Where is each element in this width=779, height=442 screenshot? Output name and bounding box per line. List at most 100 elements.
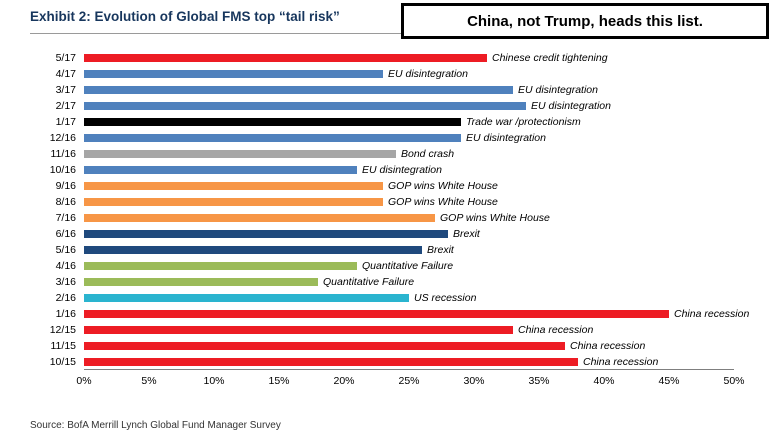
bar-10/16 [84,166,357,174]
bar-label: GOP wins White House [388,180,498,192]
y-tick-label: 5/17 [55,52,76,64]
bar-track: China recession [84,340,734,352]
x-tick-label: 25% [398,375,420,387]
y-tick-label: 4/17 [55,68,76,80]
source-note: Source: BofA Merrill Lynch Global Fund M… [30,420,281,431]
x-tick-label: 35% [528,375,550,387]
annotation-text: China, not Trump, heads this list. [467,12,703,30]
chart-row: 11/16 Bond crash [22,146,734,162]
y-tick-label: 8/16 [55,196,76,208]
chart-row: 11/15 China recession [22,338,734,354]
chart-rows: 5/17 Chinese credit tightening 4/17 EU disi… [22,50,750,370]
bar-track: US recession [84,292,734,304]
bar-4/16 [84,262,357,270]
bar-label: Brexit [453,228,480,240]
bar-track: China recession [84,324,734,336]
bar-track: GOP wins White House [84,180,734,192]
bar-label: EU disintegration [388,68,468,80]
bar-5/17 [84,54,487,62]
y-tick-label: 1/16 [55,308,76,320]
x-tick-label: 10% [203,375,225,387]
bar-7/16 [84,214,435,222]
bar-12/15 [84,326,513,334]
y-tick-label: 11/15 [50,340,77,352]
bar-label: GOP wins White House [440,212,550,224]
bar-3/16 [84,278,318,286]
bar-label: EU disintegration [466,132,546,144]
chart-row: 4/17 EU disintegration [22,66,734,82]
bar-track: EU disintegration [84,164,734,176]
bar-track: Quantitative Failure [84,276,734,288]
bar-label: Chinese credit tightening [492,52,608,64]
y-tick-label: 5/16 [55,244,76,256]
bar-6/16 [84,230,448,238]
y-tick-label: 11/16 [50,148,77,160]
chart-row: 6/16 Brexit [22,226,734,242]
x-tick-label: 45% [658,375,680,387]
bar-12/16 [84,134,461,142]
chart-row: 3/17 EU disintegration [22,82,734,98]
bar-5/16 [84,246,422,254]
y-tick-label: 3/17 [55,84,76,96]
chart-row: 1/17 Trade war /protectionism [22,114,734,130]
x-tick-label: 30% [463,375,485,387]
bar-10/15 [84,358,578,366]
chart-row: 3/16 Quantitative Failure [22,274,734,290]
bar-3/17 [84,86,513,94]
bar-track: Chinese credit tightening [84,52,734,64]
bar-track: GOP wins White House [84,212,734,224]
bar-11/16 [84,150,396,158]
bar-track: China recession [84,356,734,368]
x-axis: 0% 5% 10% 15% 20% 25% 30% 35% 40% 45% 50% [76,370,744,390]
chart-row: 2/16 US recession [22,290,734,306]
x-tick-label: 40% [593,375,615,387]
chart-row: 12/16 EU disintegration [22,130,734,146]
bar-2/17 [84,102,526,110]
bar-label: Quantitative Failure [362,260,454,272]
bar-track: EU disintegration [84,132,734,144]
y-tick-label: 1/17 [55,116,76,128]
chart-row: 7/16 GOP wins White House [22,210,734,226]
chart-row: 10/15 China recession [22,354,734,370]
bar-track: Brexit [84,228,734,240]
bar-track: Quantitative Failure [84,260,734,272]
bar-track: GOP wins White House [84,196,734,208]
bar-track: China recession [84,308,749,320]
bar-11/15 [84,342,565,350]
x-tick-label: 0% [76,375,92,387]
bar-track: Trade war /protectionism [84,116,734,128]
chart-row: 4/16 Quantitative Failure [22,258,734,274]
bar-track: EU disintegration [84,84,734,96]
y-tick-label: 10/15 [49,356,76,368]
annotation-box: China, not Trump, heads this list. [401,3,769,39]
y-tick-label: 12/16 [49,132,76,144]
x-tick-label: 50% [723,375,745,387]
bar-label: EU disintegration [531,100,611,112]
bar-track: Brexit [84,244,734,256]
bar-label: EU disintegration [518,84,598,96]
chart-title: Exhibit 2: Evolution of Global FMS top “… [30,9,340,24]
title-divider [30,33,750,34]
bar-track: EU disintegration [84,68,734,80]
chart-row: 10/16 EU disintegration [22,162,734,178]
bar-label: Brexit [427,244,454,256]
chart-row: 8/16 GOP wins White House [22,194,734,210]
chart-row: 12/15 China recession [22,322,734,338]
bar-label: Bond crash [401,148,455,160]
x-tick-label: 15% [268,375,290,387]
bar-label: GOP wins White House [388,196,498,208]
bar-label: US recession [414,292,477,304]
chart-row: 1/16 China recession [22,306,750,322]
y-tick-label: 6/16 [55,228,76,240]
y-tick-label: 4/16 [55,260,76,272]
bar-label: Trade war /protectionism [466,116,581,128]
x-tick-label: 20% [333,375,355,387]
y-tick-label: 2/17 [55,100,76,112]
x-axis-line [84,369,734,370]
y-tick-label: 2/16 [55,292,76,304]
bar-track: EU disintegration [84,100,734,112]
bar-label: China recession [518,324,594,336]
y-tick-label: 12/15 [49,324,76,336]
tail-risk-bar-chart: 5/17 Chinese credit tightening 4/17 EU disi… [22,50,750,390]
chart-row: 9/16 GOP wins White House [22,178,734,194]
